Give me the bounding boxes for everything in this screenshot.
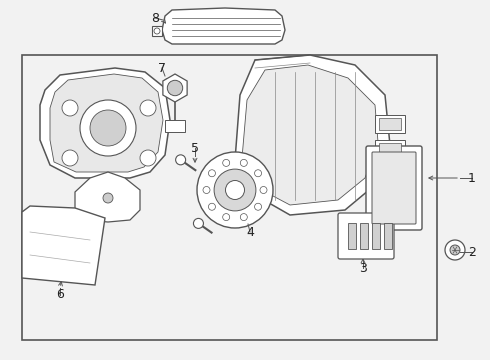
Bar — [375, 140, 405, 158]
Bar — [348, 223, 356, 249]
Circle shape — [222, 213, 230, 221]
Text: 2: 2 — [468, 246, 476, 258]
Circle shape — [450, 245, 460, 255]
FancyBboxPatch shape — [338, 213, 394, 259]
Polygon shape — [235, 55, 390, 215]
Circle shape — [62, 150, 78, 166]
Text: 3: 3 — [359, 261, 367, 274]
Circle shape — [260, 186, 267, 194]
Circle shape — [62, 100, 78, 116]
Text: 6: 6 — [56, 288, 64, 302]
Text: 8: 8 — [151, 12, 159, 24]
Circle shape — [208, 203, 216, 210]
Circle shape — [90, 110, 126, 146]
Circle shape — [103, 193, 113, 203]
Circle shape — [203, 186, 210, 194]
Circle shape — [140, 150, 156, 166]
Polygon shape — [152, 26, 162, 36]
Circle shape — [222, 159, 230, 166]
Circle shape — [445, 240, 465, 260]
Polygon shape — [22, 206, 105, 285]
Circle shape — [197, 152, 273, 228]
Bar — [360, 223, 368, 249]
Circle shape — [240, 159, 247, 166]
Text: 7: 7 — [158, 62, 166, 75]
Circle shape — [194, 219, 203, 228]
Bar — [372, 223, 380, 249]
Circle shape — [255, 170, 262, 177]
Text: 5: 5 — [191, 141, 199, 154]
Polygon shape — [75, 172, 140, 222]
Circle shape — [175, 155, 186, 165]
Text: 4: 4 — [246, 225, 254, 238]
Circle shape — [167, 80, 183, 96]
Bar — [375, 165, 405, 183]
Circle shape — [225, 180, 245, 199]
Bar — [165, 120, 185, 132]
Bar — [379, 118, 401, 130]
Bar — [384, 223, 392, 249]
Polygon shape — [162, 8, 285, 44]
FancyBboxPatch shape — [366, 146, 422, 230]
Text: 1: 1 — [468, 171, 476, 184]
Polygon shape — [40, 68, 170, 178]
Circle shape — [154, 28, 160, 34]
Polygon shape — [163, 74, 187, 102]
Bar — [379, 168, 401, 180]
Polygon shape — [50, 74, 163, 172]
Bar — [379, 143, 401, 155]
FancyBboxPatch shape — [372, 152, 416, 224]
Circle shape — [208, 170, 216, 177]
Circle shape — [80, 100, 136, 156]
Circle shape — [214, 169, 256, 211]
Polygon shape — [242, 65, 378, 205]
Circle shape — [140, 100, 156, 116]
Bar — [22, 55, 437, 340]
Circle shape — [255, 203, 262, 210]
Bar — [375, 115, 405, 133]
Circle shape — [240, 213, 247, 221]
